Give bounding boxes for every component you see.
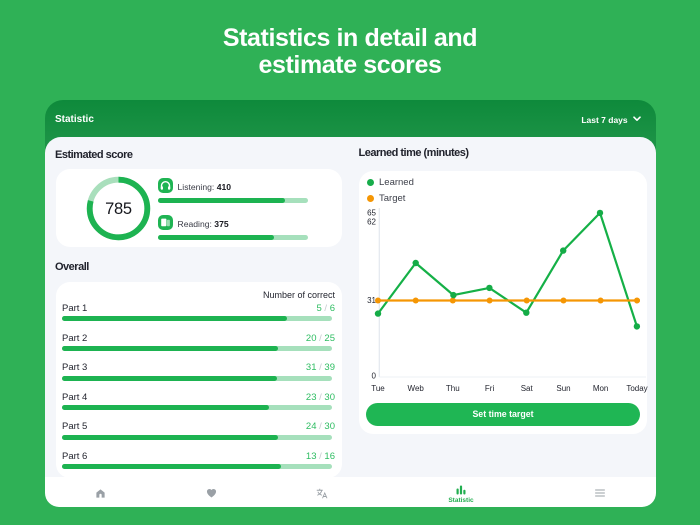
svg-text:Sat: Sat	[521, 384, 534, 393]
svg-text:Mon: Mon	[593, 384, 609, 393]
svg-text:Fri: Fri	[485, 384, 495, 393]
svg-text:0: 0	[372, 372, 377, 381]
svg-text:Web: Web	[408, 384, 425, 393]
svg-text:Thu: Thu	[446, 384, 460, 393]
svg-text:Sun: Sun	[556, 384, 570, 393]
svg-text:Today: Today	[626, 384, 647, 393]
svg-text:Tue: Tue	[371, 384, 385, 393]
svg-text:65: 65	[367, 209, 376, 218]
svg-text:62: 62	[367, 218, 376, 227]
svg-text:31: 31	[367, 296, 376, 305]
